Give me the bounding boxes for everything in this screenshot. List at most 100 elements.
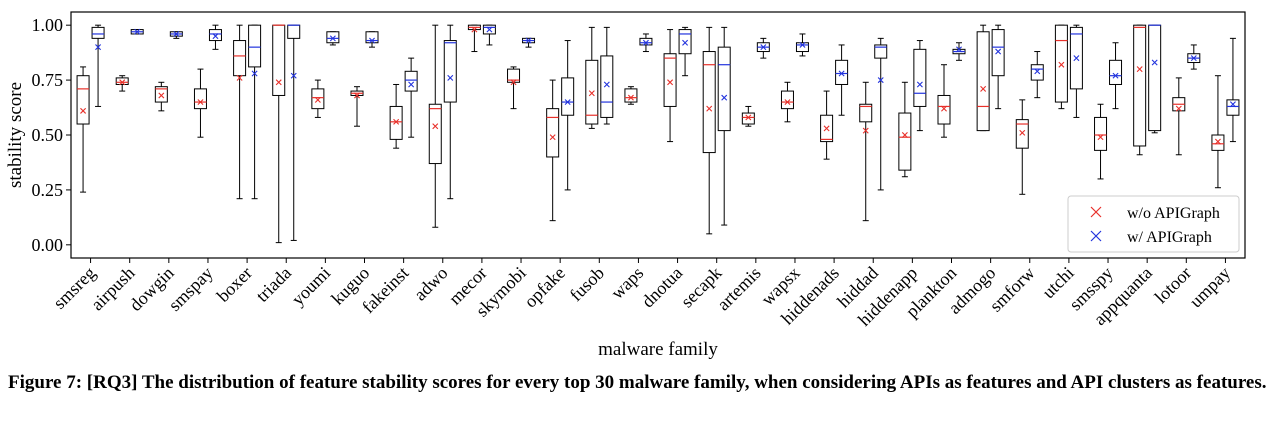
legend-label-without-apigraph: w/o APIGraph [1127, 205, 1220, 222]
x-axis-label: malware family [598, 339, 718, 360]
box-fusob-without-apigraph [585, 26, 599, 129]
box-lotoor-with-apigraph [1187, 44, 1201, 70]
box-triada-with-apigraph [287, 24, 301, 241]
mean-marker [838, 70, 845, 77]
box-iqr [154, 86, 168, 103]
mean-marker [1136, 66, 1143, 73]
box-iqr [741, 112, 755, 125]
box-umpay-without-apigraph [1211, 75, 1225, 189]
box-dowgin-without-apigraph [154, 81, 168, 112]
box-smforw-with-apigraph [1030, 51, 1044, 99]
mean-marker [369, 37, 375, 44]
mean-marker [486, 26, 493, 33]
mean-marker [995, 48, 1002, 55]
box-iqr [795, 42, 809, 53]
box-youmi-without-apigraph [311, 79, 325, 118]
box-wapsx-without-apigraph [780, 81, 794, 123]
mean-marker [956, 46, 962, 53]
mean-marker [236, 74, 243, 81]
y-axis-label: stability score [5, 82, 26, 188]
box-iqr [780, 90, 794, 110]
box-youmi-with-apigraph [326, 31, 340, 46]
mean-marker [980, 85, 987, 92]
box-mecor-with-apigraph [482, 24, 496, 46]
box-waps-without-apigraph [624, 86, 638, 105]
box-iqr [91, 26, 105, 39]
box-iqr [443, 40, 457, 103]
mean-marker [877, 77, 884, 84]
mean-marker [212, 33, 219, 40]
box-hiddad-without-apigraph [859, 81, 873, 222]
mean-marker [354, 92, 360, 99]
box-boxer-without-apigraph [233, 24, 247, 200]
box-iqr [208, 29, 222, 42]
box-iqr [624, 88, 638, 103]
box-boxer-with-apigraph [248, 24, 262, 200]
box-admogo-with-apigraph [991, 24, 1005, 110]
y-tick-label: 0.50 [32, 125, 64, 145]
x-tick-label-smspay: smspay [164, 263, 216, 315]
box-utchi-without-apigraph [1054, 24, 1068, 110]
legend-marker-without-apigraph [1090, 206, 1102, 218]
mean-marker [510, 79, 517, 86]
box-series [76, 24, 1240, 244]
box-iqr [1030, 64, 1044, 81]
box-smsspy-without-apigraph [1094, 103, 1108, 180]
box-iqr [874, 44, 888, 59]
box-skymobi-with-apigraph [522, 37, 536, 48]
box-iqr [600, 55, 614, 118]
box-iqr [1148, 24, 1162, 132]
box-secapk-without-apigraph [702, 26, 716, 235]
mean-marker [1175, 105, 1182, 112]
box-smspay-without-apigraph [193, 68, 207, 138]
mean-marker [862, 127, 869, 134]
box-iqr [991, 29, 1005, 77]
box-hiddenads-without-apigraph [820, 90, 834, 160]
box-iqr [937, 94, 951, 125]
mean-marker [941, 105, 947, 112]
box-utchi-with-apigraph [1069, 24, 1083, 118]
box-iqr [428, 103, 442, 165]
x-tick-label-umpay: umpay [1185, 263, 1234, 312]
mean-marker [251, 70, 258, 77]
mean-marker [275, 79, 282, 86]
box-iqr [717, 46, 731, 132]
mean-marker [627, 94, 634, 101]
box-iqr [389, 105, 403, 140]
y-tick-label: 0.25 [32, 180, 64, 200]
box-airpush-without-apigraph [115, 75, 129, 92]
box-plot-chart: 0.00 0.25 0.50 0.75 1.00 smsregairpushdowgin… [5, 11, 1246, 360]
mean-marker [158, 92, 165, 99]
box-lotoor-without-apigraph [1172, 77, 1186, 156]
mean-marker [525, 37, 532, 44]
mean-marker [901, 132, 908, 138]
y-axis: 0.00 0.25 0.50 0.75 1.00 [32, 15, 71, 255]
box-artemis-without-apigraph [741, 105, 755, 127]
y-tick-label: 0.75 [32, 70, 64, 90]
box-iqr [835, 59, 849, 85]
box-triada-without-apigraph [272, 24, 286, 244]
box-iqr [663, 53, 677, 107]
mean-marker [119, 79, 126, 86]
mean-marker [760, 44, 767, 51]
box-smforw-without-apigraph [1015, 99, 1029, 195]
x-tick-label-dnotua: dnotua [638, 263, 687, 312]
mean-marker [682, 39, 689, 46]
mean-marker [329, 35, 336, 42]
box-hiddad-with-apigraph [874, 37, 888, 191]
mean-marker [745, 114, 752, 121]
x-axis: smsregairpushdowginsmspayboxertriadayoum… [49, 258, 1234, 330]
box-hiddenads-with-apigraph [835, 44, 849, 116]
y-tick-label: 0.00 [32, 235, 64, 255]
box-appquanta-with-apigraph [1148, 24, 1162, 134]
box-iqr [1015, 119, 1029, 149]
box-iqr [1226, 99, 1240, 116]
box-adwo-without-apigraph [428, 24, 442, 228]
legend-label-with-apigraph: w/ APIGraph [1127, 229, 1212, 246]
box-appquanta-without-apigraph [1133, 24, 1147, 156]
box-dnotua-without-apigraph [663, 29, 677, 143]
mean-marker [197, 99, 204, 106]
x-tick-label-triada: triada [252, 263, 295, 306]
mean-marker [173, 30, 180, 37]
mean-marker [1214, 138, 1221, 145]
